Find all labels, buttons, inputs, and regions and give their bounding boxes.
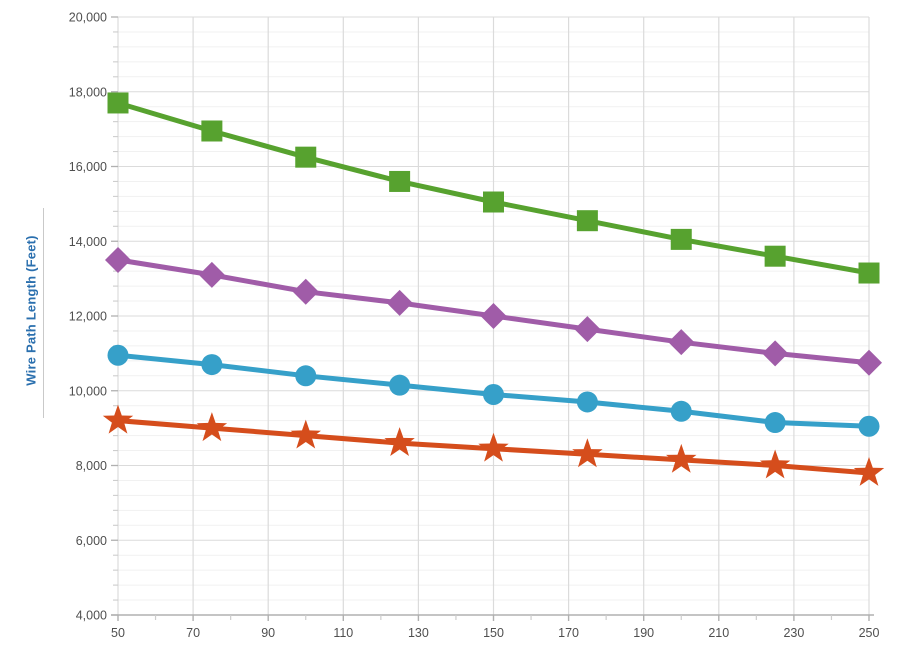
diamond-marker <box>480 303 507 329</box>
diamond-marker <box>574 316 601 343</box>
circle-marker <box>576 391 598 413</box>
y-tick-label: 14,000 <box>69 235 107 249</box>
star-marker <box>196 412 228 442</box>
square-marker <box>670 228 692 250</box>
diamond-marker <box>386 289 413 316</box>
square-marker <box>107 92 129 114</box>
circle-marker <box>764 412 786 434</box>
star-marker <box>384 427 415 456</box>
square-marker <box>858 262 880 284</box>
y-tick-label: 4,000 <box>76 609 107 623</box>
square-marker <box>576 210 598 232</box>
axes <box>111 16 874 621</box>
circle-marker <box>295 365 317 387</box>
series-green-squares-markers <box>107 92 880 284</box>
x-tick-label: 210 <box>708 626 729 640</box>
diamond-marker <box>668 329 695 356</box>
diamond-marker <box>292 278 319 305</box>
star-marker <box>102 404 134 434</box>
star-marker <box>666 443 697 473</box>
x-tick-label: 230 <box>783 626 804 640</box>
circle-marker <box>670 400 692 422</box>
y-axis-title-rule <box>43 208 44 418</box>
square-marker <box>295 146 317 168</box>
y-tick-label: 16,000 <box>69 160 107 174</box>
y-tick-label: 18,000 <box>69 85 107 99</box>
square-marker <box>201 120 223 142</box>
circle-marker <box>858 415 880 437</box>
x-tick-label: 130 <box>408 626 429 640</box>
diamond-marker <box>856 349 882 376</box>
circle-marker <box>107 344 129 366</box>
square-marker <box>389 170 411 192</box>
y-tick-label: 8,000 <box>76 459 107 473</box>
axis-labels: 50 70 90 110 130 150 170 190 210 230 250 20,000 18,0… <box>69 11 880 641</box>
y-tick-label: 10,000 <box>69 384 107 398</box>
x-tick-label: 170 <box>558 626 579 640</box>
star-marker <box>759 449 791 479</box>
diamond-marker <box>105 246 131 273</box>
y-tick-label: 12,000 <box>69 310 107 324</box>
x-tick-label: 90 <box>261 626 275 640</box>
star-marker <box>478 432 509 462</box>
gridlines <box>117 16 870 615</box>
star-marker <box>853 457 885 486</box>
square-marker <box>483 191 504 213</box>
y-tick-label: 20,000 <box>69 11 107 25</box>
series-orange-stars-markers <box>102 404 885 486</box>
x-tick-label: 190 <box>633 626 654 640</box>
x-tick-label: 150 <box>483 626 504 640</box>
circle-marker <box>389 374 411 396</box>
square-marker <box>764 245 786 267</box>
y-tick-label: 6,000 <box>76 534 107 548</box>
series-blue-circles-markers <box>107 344 880 437</box>
diamond-marker <box>198 261 225 288</box>
circle-marker <box>201 354 223 376</box>
x-tick-label: 70 <box>186 626 200 640</box>
star-marker <box>572 438 603 468</box>
series-purple-diamonds-markers <box>105 246 882 376</box>
x-tick-label: 50 <box>111 626 125 640</box>
x-tick-label: 250 <box>859 626 880 640</box>
star-marker <box>290 419 321 449</box>
circle-marker <box>483 383 504 405</box>
diamond-marker <box>762 340 789 367</box>
x-tick-label: 110 <box>333 626 353 640</box>
series <box>102 92 885 486</box>
y-axis-title: Wire Path Length (Feet) <box>23 235 39 386</box>
